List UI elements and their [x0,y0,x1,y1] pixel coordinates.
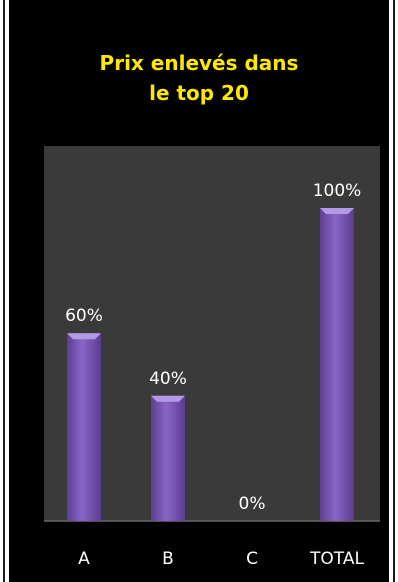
chart-title-line-1: Prix enlevés dans [99,51,299,75]
chart-title-line-2: le top 20 [149,81,249,105]
x-tick-label-c: C [246,549,258,569]
bar-b [151,395,185,521]
data-label-b: 40% [149,369,187,389]
bar-a [67,333,101,521]
right-border [389,0,398,582]
x-tick-label-total: TOTAL [309,549,364,569]
left-border [0,0,9,582]
data-label-c: 0% [239,494,266,514]
bar-top-total [320,208,354,214]
bar-top-b [151,395,185,402]
bar-top-a [67,333,101,340]
data-label-a: 60% [65,306,103,326]
x-tick-label-a: A [78,549,90,569]
bar-total [320,208,354,521]
x-tick-label-b: B [162,549,174,569]
chart-title: Prix enlevés dans le top 20 [9,48,389,108]
data-label-total: 100% [313,181,362,201]
